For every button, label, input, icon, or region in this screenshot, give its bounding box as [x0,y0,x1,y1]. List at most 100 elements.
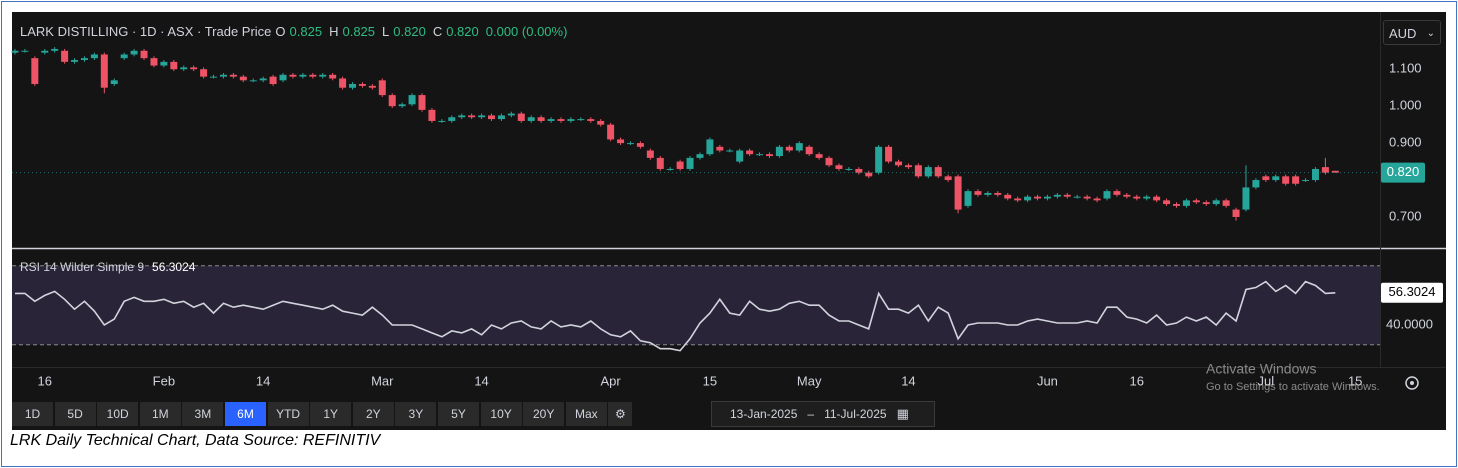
candle-body [1292,176,1300,184]
range-button[interactable]: 5Y [438,402,479,426]
range-button[interactable]: Max [565,402,607,426]
candle-body [756,154,764,156]
candle-body [140,50,148,59]
candle-body [1004,194,1012,199]
candle-body [279,74,287,81]
rsi-line [15,280,1336,352]
settings-icon-dot [1410,381,1414,385]
candle-body [497,115,505,120]
candle-body [418,95,426,110]
range-button[interactable]: 6M [225,402,266,426]
candle-body [726,150,734,152]
candle-body [1034,196,1042,199]
candle-body [1153,196,1161,201]
legend-key: O [275,24,286,39]
candle-body [1143,196,1151,199]
candle-body [219,74,227,77]
rsi-band [12,265,1380,345]
candle-body [468,115,476,118]
candle-body [1331,170,1339,173]
candle-body [507,113,515,116]
candle-body [1252,180,1260,188]
candle-body [269,76,277,85]
range-button[interactable]: 2Y [352,402,394,426]
candle-body [210,76,218,78]
range-button[interactable]: 3Y [395,402,437,426]
range-button[interactable]: 1D [12,402,53,426]
candle-body [716,146,724,151]
candle-body [974,191,982,195]
candle-body [319,74,327,77]
candle-body [358,84,366,86]
candle-body [577,119,585,121]
candle-body [607,124,615,140]
candle-body [1262,176,1270,181]
x-tick-label: 14 [474,373,488,388]
candle-body [150,58,158,66]
symbol-title: LARK DISTILLING · 1D · ASX · Trade Price [20,24,272,39]
range-button[interactable]: 5D [54,402,96,426]
candle-body [438,120,446,122]
settings-button[interactable]: ⚙ [608,402,633,426]
legend-value: 0.820 [393,24,426,39]
y-tick-label: 1.100 [1389,61,1422,76]
candle-body [1014,198,1022,201]
candle-body [825,157,833,166]
candle-body [100,54,108,88]
candle-body [865,172,873,177]
range-button[interactable]: 10D [97,402,139,426]
x-tick-label: 16 [38,373,52,388]
candle-body [775,146,783,157]
candle-body [924,167,932,177]
candle-body [180,67,188,70]
range-button[interactable]: YTD [267,402,309,426]
candle-body [428,109,436,121]
candle-body [110,80,118,85]
candle-body [994,192,1002,195]
candle-body [964,191,972,206]
x-tick-label: Mar [371,373,394,388]
candle-body [904,165,912,168]
candle-body [378,80,386,96]
range-button[interactable]: 20Y [523,402,565,426]
legend-value: 0.820 [446,24,479,39]
settings-icon[interactable] [1405,376,1419,390]
candle-body [329,74,337,79]
end-date: 11-Jul-2025 [824,407,887,421]
legend-value: 0.825 [342,24,376,39]
candle-body [229,74,237,77]
candle-body [41,50,49,53]
candle-body [1063,194,1071,197]
candle-body [1321,167,1329,173]
candle-body [934,167,942,177]
candle-body [120,54,128,59]
candle-body [1053,194,1061,197]
candle-body [190,67,198,70]
range-button[interactable]: 10Y [480,402,522,426]
candle-body [309,74,317,77]
candle-body [597,120,605,125]
candle-body [885,146,893,162]
candle-body [1093,198,1101,201]
candle-body [855,168,863,173]
candle-body [895,161,903,166]
range-button[interactable]: 1M [139,402,181,426]
candle-body [1083,196,1091,199]
candle-body [170,61,178,70]
range-button[interactable]: 1Y [310,402,352,426]
rsi-value-badge [1381,282,1443,303]
caption: LRK Daily Technical Chart, Data Source: … [10,432,381,449]
candle-body [944,176,952,181]
range-button[interactable]: 3M [182,402,224,426]
candle-body [448,117,456,121]
candle-body [567,119,575,121]
candle-body [1302,180,1310,182]
currency-select[interactable]: AUD ⌄ [1383,20,1441,45]
candle-body [1113,191,1121,195]
candle-body [557,119,565,121]
watermark-subtitle: Go to Settings to activate Windows. [1206,381,1380,393]
date-range[interactable]: 13-Jan-2025 – 11-Jul-2025 ▦ [711,401,935,427]
x-tick-label: 14 [256,373,270,388]
